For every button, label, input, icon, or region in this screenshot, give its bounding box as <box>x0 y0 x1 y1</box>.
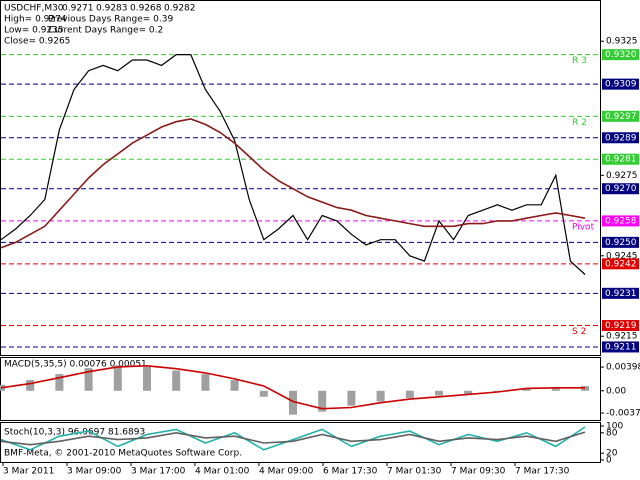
y-tick-label: 100 <box>606 422 623 432</box>
level-label: 0.9297 <box>605 112 637 122</box>
x-tick-label: 3 Mar 2011 <box>3 467 54 477</box>
info-text: High= 0.9274 <box>4 15 67 25</box>
x-tick-label: 7 Mar 01:30 <box>387 467 442 477</box>
level-box <box>602 236 639 248</box>
series-line <box>0 431 586 446</box>
level-box <box>602 153 639 165</box>
level-label: 0.9231 <box>605 289 637 299</box>
macd-bar <box>172 370 181 391</box>
y-tick-label: 0.9275 <box>606 171 638 181</box>
macd-bar <box>405 390 414 398</box>
x-tick-label: 6 Mar 17:30 <box>323 467 378 477</box>
level-label: 0.9289 <box>605 133 637 143</box>
y-tick-label: 0.00398 <box>606 363 640 373</box>
level-label: 0.9270 <box>605 184 637 194</box>
level-name: R 3 <box>572 56 587 66</box>
level-label: 0.9320 <box>605 50 637 60</box>
y-tick-label: 80 <box>606 428 618 438</box>
level-box <box>602 258 639 270</box>
series-line <box>0 118 586 249</box>
level-box <box>602 341 639 353</box>
macd-bar <box>113 365 122 391</box>
stoch-panel <box>0 422 601 463</box>
macd-bar <box>84 368 93 391</box>
ohlc-value: 0.9268 <box>130 4 162 14</box>
level-box <box>602 110 639 122</box>
macd-bar <box>230 380 239 391</box>
macd-bar <box>201 374 210 391</box>
x-tick-label: 3 Mar 17:00 <box>131 467 186 477</box>
level-name: S 2 <box>572 327 586 337</box>
macd-bar <box>55 374 64 391</box>
macd-bar <box>347 390 356 406</box>
level-box <box>602 49 639 61</box>
ohlc-value: 0.9282 <box>164 4 196 14</box>
level-label: 0.9242 <box>605 259 637 269</box>
level-box <box>602 215 639 227</box>
y-tick-label: 0.9245 <box>606 251 638 261</box>
info-text: Previous Days Range= 0.39 <box>48 15 173 25</box>
macd-bar <box>522 388 531 391</box>
macd-bar <box>143 366 151 391</box>
series-line <box>0 364 585 410</box>
stoch-title: Stoch(10,3,3) 96.9697 81.6893 <box>4 428 145 438</box>
y-tick-label: -0.00373 <box>606 409 640 419</box>
info-text: Close= 0.9265 <box>4 37 70 47</box>
level-label: 0.9219 <box>605 321 637 331</box>
macd-bar <box>259 390 268 397</box>
x-tick-label: 7 Mar 17:30 <box>515 467 570 477</box>
level-box <box>602 320 639 331</box>
x-tick-label: 7 Mar 09:30 <box>451 467 506 477</box>
y-tick-label: 0.9215 <box>606 332 638 342</box>
info-text: Current Days Range= 0.2 <box>48 26 163 36</box>
chart-title: USDCHF,M30 <box>4 4 64 14</box>
y-tick-label: 0 <box>606 456 612 466</box>
ohlc-value: 0.9283 <box>96 4 128 14</box>
info-text: Low= 0.9235 <box>4 26 64 36</box>
level-box <box>602 78 639 90</box>
macd-bar <box>289 390 297 415</box>
level-label: 0.9309 <box>605 80 637 90</box>
ohlc-value: 0.9271 <box>62 4 94 14</box>
macd-bar <box>376 390 385 402</box>
level-label: 0.9281 <box>605 155 637 165</box>
level-label: 0.9211 <box>605 342 637 352</box>
copyright: BMF-Meta, © 2001-2010 MetaQuotes Softwar… <box>4 449 242 459</box>
x-tick-label: 4 Mar 09:00 <box>259 467 314 477</box>
macd-bar <box>26 380 35 391</box>
y-tick-label: 0.9325 <box>606 37 638 47</box>
level-name: Pivot <box>572 222 595 232</box>
level-label: 0.9250 <box>605 238 637 248</box>
macd-bar <box>551 387 560 391</box>
macd-bar <box>435 390 443 396</box>
y-tick-label: 20 <box>606 449 618 459</box>
level-name: R 2 <box>572 118 587 128</box>
level-box <box>602 287 639 299</box>
main-panel <box>0 0 601 356</box>
macd-bar <box>464 390 473 395</box>
x-tick-label: 4 Mar 01:00 <box>195 467 250 477</box>
x-tick-label: 3 Mar 09:00 <box>67 467 122 477</box>
series-line <box>0 54 586 275</box>
level-label: 0.9258 <box>605 216 637 226</box>
macd-title: MACD(5,35,5) 0.00076 0.00051 <box>4 360 147 370</box>
y-tick-label: 0.00 <box>606 386 626 396</box>
level-box <box>602 183 639 195</box>
level-box <box>602 132 639 144</box>
macd-bar <box>318 390 327 412</box>
